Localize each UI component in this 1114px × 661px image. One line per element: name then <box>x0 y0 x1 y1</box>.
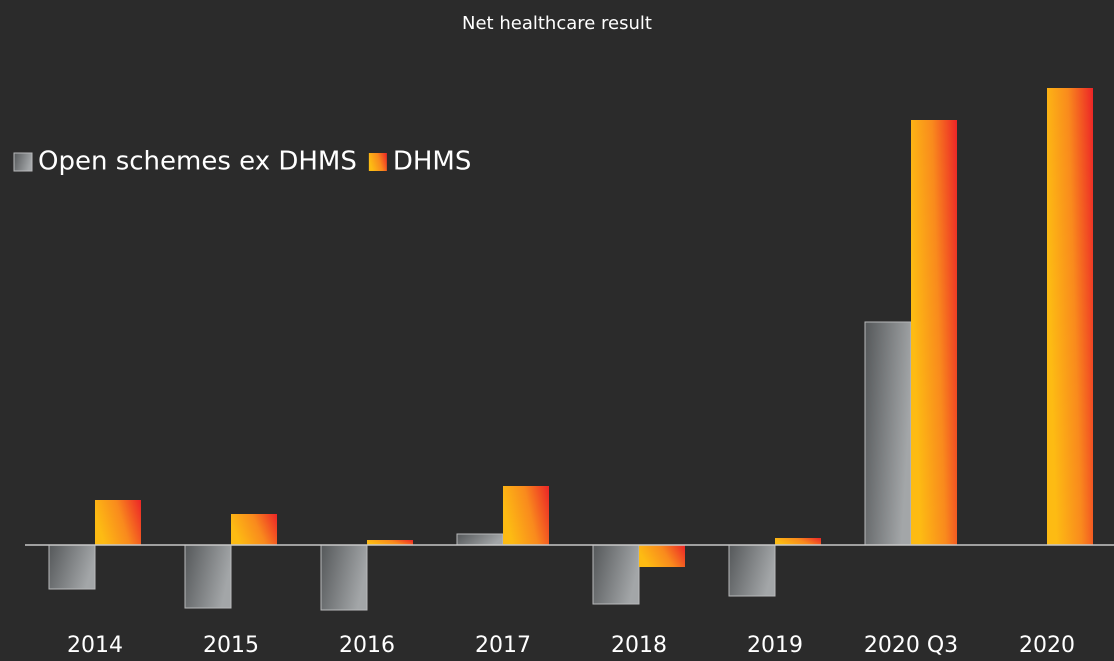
x-tick-label: 2020 <box>1019 633 1075 658</box>
bar <box>911 120 957 545</box>
bar <box>1047 88 1093 545</box>
bar <box>367 540 413 545</box>
bar <box>231 514 277 545</box>
x-tick-label: 2017 <box>475 633 531 658</box>
bar <box>184 544 232 609</box>
chart-title: Net healthcare result <box>462 13 652 34</box>
legend-label: Open schemes ex DHMS <box>38 147 357 177</box>
legend-swatch <box>368 153 387 171</box>
bar <box>503 486 549 545</box>
bar <box>639 545 685 567</box>
x-tick-label: 2018 <box>611 633 667 658</box>
x-tick-label: 2015 <box>203 633 259 658</box>
bar <box>728 544 776 597</box>
legend-swatch <box>13 152 33 172</box>
bar <box>320 544 368 611</box>
bar <box>48 544 96 590</box>
bar <box>95 500 141 545</box>
bar <box>592 544 640 605</box>
x-tick-label: 2019 <box>747 633 803 658</box>
x-tick-label: 2014 <box>67 633 123 658</box>
bar <box>456 533 504 546</box>
bar <box>864 321 912 546</box>
x-tick-label: 2020 Q3 <box>864 633 958 658</box>
x-tick-label: 2016 <box>339 633 395 658</box>
legend-label: DHMS <box>393 147 472 177</box>
bar <box>775 538 821 545</box>
